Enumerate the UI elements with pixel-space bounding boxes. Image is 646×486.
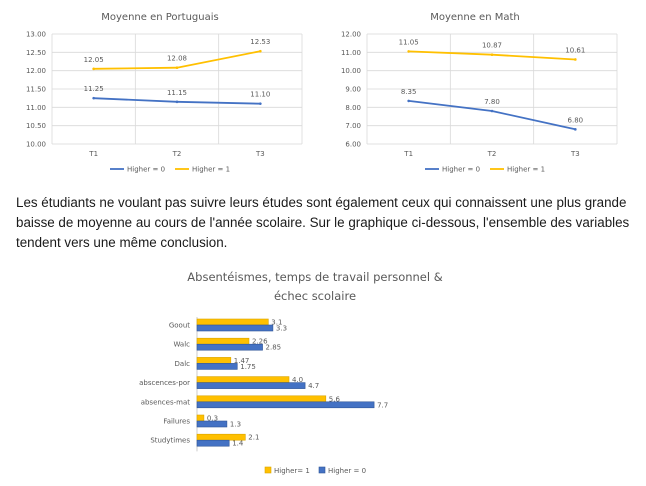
absenteeism-category-label: absences-mat	[141, 398, 191, 406]
math-xtick-label: T2	[487, 150, 497, 158]
math-ytick-label: 7.00	[345, 122, 361, 130]
portuguese-data-label: 11.10	[250, 91, 270, 99]
absenteeism-bar	[196, 439, 230, 447]
math-xtick-label: T3	[570, 150, 580, 158]
absenteeism-data-label: 7.7	[377, 401, 388, 409]
line-chart-portuguese: Moyenne en Portuguais 10.00 10.50 11.00 11.5…	[10, 6, 310, 178]
math-legend-label: Higher = 1	[507, 166, 545, 174]
absenteeism-data-label: 3.1	[271, 319, 282, 327]
absenteeism-data-label: 3.3	[276, 325, 287, 333]
portuguese-ytick-label: 10.00	[26, 141, 46, 149]
math-data-point	[490, 53, 494, 57]
portuguese-data-point	[259, 102, 262, 105]
absenteeism-bar	[196, 343, 263, 351]
math-title: Moyenne en Math	[430, 12, 520, 23]
portuguese-data-label: 11.25	[84, 85, 104, 93]
portuguese-data-point	[175, 100, 179, 104]
portuguese-legend-label: Higher = 0	[127, 166, 165, 174]
absenteeism-legend-label: Higher= 1	[274, 467, 310, 475]
math-data-label: 11.05	[399, 38, 419, 46]
math-data-point	[407, 99, 410, 103]
absenteeism-bar	[196, 337, 250, 345]
absenteeism-category-label: Failures	[163, 418, 190, 426]
absenteeism-data-label: 2.26	[252, 338, 268, 346]
portuguese-title: Moyenne en Portuguais	[101, 12, 218, 23]
absenteeism-bar	[196, 395, 327, 403]
absenteeism-category-label: abscences-por	[139, 379, 190, 387]
portuguese-legend-label: Higher = 1	[192, 166, 230, 174]
math-ytick-label: 6.00	[345, 141, 361, 149]
bar-chart-absenteeism: Absentéismes, temps de travail personnel…	[105, 262, 535, 484]
math-ytick-label: 12.00	[341, 31, 361, 39]
math-data-point	[490, 109, 494, 113]
absenteeism-data-label: 1.75	[240, 363, 256, 371]
portuguese-data-label: 12.53	[250, 38, 270, 46]
absenteeism-data-label: 5.6	[329, 395, 341, 403]
absenteeism-bar	[196, 324, 274, 332]
portuguese-ytick-label: 11.50	[26, 86, 46, 94]
portuguese-ytick-label: 12.00	[26, 67, 46, 75]
math-data-label: 10.87	[482, 42, 502, 50]
absenteeism-legend-swatch	[318, 466, 326, 474]
absenteeism-data-label: 1.47	[234, 357, 250, 365]
portuguese-xtick-label: T1	[88, 150, 98, 158]
portuguese-data-label: 12.05	[84, 56, 104, 64]
math-ytick-label: 8.00	[345, 104, 361, 112]
absenteeism-data-label: 2.1	[248, 434, 259, 442]
absenteeism-bar	[196, 376, 290, 383]
portuguese-ytick-label: 12.50	[26, 49, 46, 57]
portuguese-data-point	[259, 49, 262, 53]
absenteeism-bar	[196, 420, 228, 428]
portuguese-ytick-label: 11.00	[26, 104, 46, 112]
absenteeism-data-label: 0.3	[207, 415, 218, 423]
absenteeism-bar	[196, 363, 238, 370]
portuguese-data-point	[175, 66, 179, 70]
absenteeism-legend-label: Higher = 0	[328, 467, 366, 475]
portuguese-data-label: 12.08	[167, 55, 187, 63]
absenteeism-data-label: 4.7	[308, 382, 319, 390]
portuguese-ytick-label: 13.00	[26, 31, 46, 39]
portuguese-data-point	[92, 96, 95, 100]
math-data-point	[574, 58, 577, 61]
portuguese-data-point	[92, 67, 95, 71]
absenteeism-data-label: 4.0	[292, 376, 303, 384]
math-data-label: 10.61	[565, 46, 585, 54]
math-data-point	[407, 50, 410, 53]
absenteeism-category-label: Goout	[169, 322, 190, 330]
absenteeism-category-label: Studytimes	[150, 437, 190, 445]
absenteeism-data-label: 2.85	[266, 344, 282, 352]
math-ytick-label: 11.00	[341, 49, 361, 57]
portuguese-ytick-label: 10.50	[26, 122, 46, 130]
body-paragraph: Les étudiants ne voulant pas suivre leur…	[16, 195, 630, 250]
math-legend-label: Higher = 0	[442, 166, 480, 174]
line-chart-math: Moyenne en Math 6.00 7.00 8.00 9.00 10.00 11.0…	[325, 6, 625, 178]
absenteeism-bar	[196, 382, 306, 389]
absenteeism-bar	[196, 401, 375, 409]
portuguese-xtick-label: T2	[172, 150, 182, 158]
math-ytick-label: 10.00	[341, 67, 361, 75]
math-data-label: 7.80	[484, 98, 500, 106]
absenteeism-bar	[196, 414, 205, 422]
math-data-point	[574, 128, 577, 131]
absenteeism-category-label: Dalc	[175, 360, 191, 368]
absenteeism-category-label: Walc	[173, 341, 190, 349]
absenteeism-data-label: 1.3	[230, 421, 241, 429]
math-data-label: 8.35	[401, 88, 417, 96]
absenteeism-bar	[196, 318, 269, 326]
absenteeism-bar	[196, 357, 232, 364]
absenteeism-title-line2: échec scolaire	[274, 289, 356, 303]
math-xtick-label: T1	[403, 150, 413, 158]
portuguese-xtick-label: T3	[255, 150, 265, 158]
math-ytick-label: 9.00	[345, 86, 361, 94]
absenteeism-title: Absentéismes, temps de travail personnel…	[187, 270, 442, 284]
absenteeism-data-label: 1.4	[232, 440, 244, 448]
math-data-label: 6.80	[568, 116, 584, 124]
portuguese-data-label: 11.15	[167, 89, 187, 97]
absenteeism-legend-swatch	[264, 466, 272, 474]
